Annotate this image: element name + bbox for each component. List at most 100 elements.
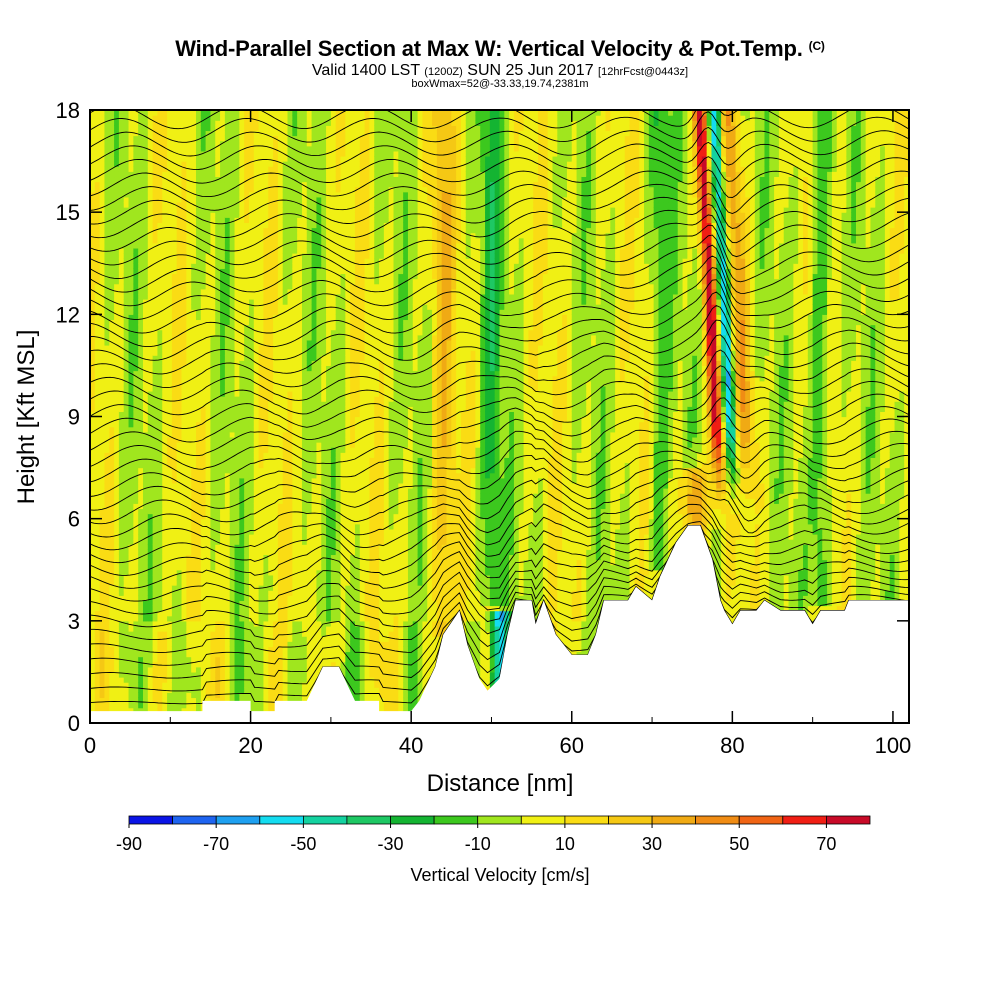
velocity-cell <box>143 335 148 341</box>
velocity-cell <box>119 182 124 188</box>
velocity-cell <box>104 529 109 535</box>
velocity-cell <box>215 452 220 458</box>
velocity-cell <box>225 396 230 402</box>
velocity-cell <box>244 600 249 606</box>
velocity-cell <box>235 227 240 233</box>
velocity-cell <box>167 141 172 147</box>
velocity-cell <box>263 161 268 167</box>
velocity-cell <box>182 284 187 290</box>
velocity-cell <box>235 325 240 331</box>
velocity-cell <box>191 606 196 612</box>
velocity-cell <box>100 330 105 336</box>
velocity-cell <box>249 432 254 438</box>
velocity-cell <box>177 273 182 279</box>
velocity-cell <box>220 646 225 652</box>
velocity-cell <box>283 238 288 244</box>
velocity-cell <box>220 508 225 514</box>
velocity-cell <box>129 125 134 131</box>
velocity-cell <box>201 606 206 612</box>
velocity-cell <box>182 672 187 678</box>
velocity-cell <box>201 161 206 167</box>
velocity-cell <box>182 171 187 177</box>
velocity-cell <box>143 417 148 423</box>
velocity-cell <box>124 508 129 514</box>
velocity-cell <box>162 294 167 300</box>
velocity-cell <box>153 422 158 428</box>
velocity-cell <box>196 125 201 131</box>
velocity-cell <box>283 565 288 571</box>
velocity-cell <box>129 667 134 673</box>
velocity-cell <box>177 580 182 586</box>
velocity-cell <box>259 549 264 555</box>
velocity-cell <box>162 345 167 351</box>
velocity-cell <box>273 350 278 356</box>
velocity-cell <box>273 447 278 453</box>
velocity-cell <box>268 350 273 356</box>
velocity-cell <box>268 212 273 218</box>
velocity-cell <box>157 345 162 351</box>
velocity-cell <box>201 202 206 208</box>
velocity-cell <box>138 427 143 433</box>
velocity-cell <box>153 611 158 617</box>
velocity-cell <box>201 187 206 193</box>
velocity-cell <box>104 478 109 484</box>
velocity-cell <box>143 600 148 606</box>
velocity-cell <box>220 692 225 698</box>
velocity-cell <box>220 687 225 693</box>
velocity-cell <box>278 238 283 244</box>
velocity-cell <box>215 483 220 489</box>
velocity-cell <box>215 371 220 377</box>
velocity-cell <box>104 381 109 387</box>
velocity-cell <box>119 279 124 285</box>
velocity-cell <box>133 299 138 305</box>
velocity-cell <box>220 340 225 346</box>
velocity-cell <box>263 616 268 622</box>
velocity-cell <box>153 462 158 468</box>
velocity-cell <box>186 401 191 407</box>
velocity-cell <box>162 657 167 663</box>
velocity-cell <box>95 529 100 535</box>
velocity-cell <box>288 529 293 535</box>
velocity-cell <box>177 657 182 663</box>
velocity-cell <box>201 146 206 152</box>
velocity-cell <box>148 560 153 566</box>
velocity-cell <box>201 560 206 566</box>
velocity-cell <box>143 682 148 688</box>
velocity-cell <box>186 580 191 586</box>
velocity-cell <box>220 636 225 642</box>
velocity-cell <box>172 565 177 571</box>
velocity-cell <box>230 243 235 249</box>
velocity-cell <box>225 411 230 417</box>
velocity-cell <box>186 130 191 136</box>
velocity-cell <box>124 120 129 126</box>
velocity-cell <box>225 447 230 453</box>
velocity-cell <box>196 350 201 356</box>
velocity-cell <box>283 636 288 642</box>
velocity-cell <box>104 631 109 637</box>
velocity-cell <box>230 483 235 489</box>
velocity-cell <box>162 427 167 433</box>
velocity-cell <box>283 192 288 198</box>
velocity-cell <box>225 432 230 438</box>
velocity-cell <box>235 381 240 387</box>
velocity-cell <box>210 325 215 331</box>
velocity-cell <box>124 125 129 131</box>
velocity-cell <box>177 544 182 550</box>
velocity-cell <box>239 371 244 377</box>
velocity-cell <box>124 268 129 274</box>
velocity-cell <box>225 115 230 121</box>
velocity-cell <box>143 672 148 678</box>
velocity-cell <box>254 376 259 382</box>
velocity-cell <box>191 263 196 269</box>
velocity-cell <box>104 585 109 591</box>
velocity-cell <box>225 253 230 259</box>
velocity-cell <box>162 457 167 463</box>
velocity-cell <box>95 161 100 167</box>
velocity-cell <box>167 631 172 637</box>
velocity-cell <box>138 411 143 417</box>
velocity-cell <box>114 422 119 428</box>
velocity-cell <box>288 376 293 382</box>
velocity-cell <box>259 176 264 182</box>
velocity-cell <box>210 473 215 479</box>
velocity-cell <box>230 616 235 622</box>
